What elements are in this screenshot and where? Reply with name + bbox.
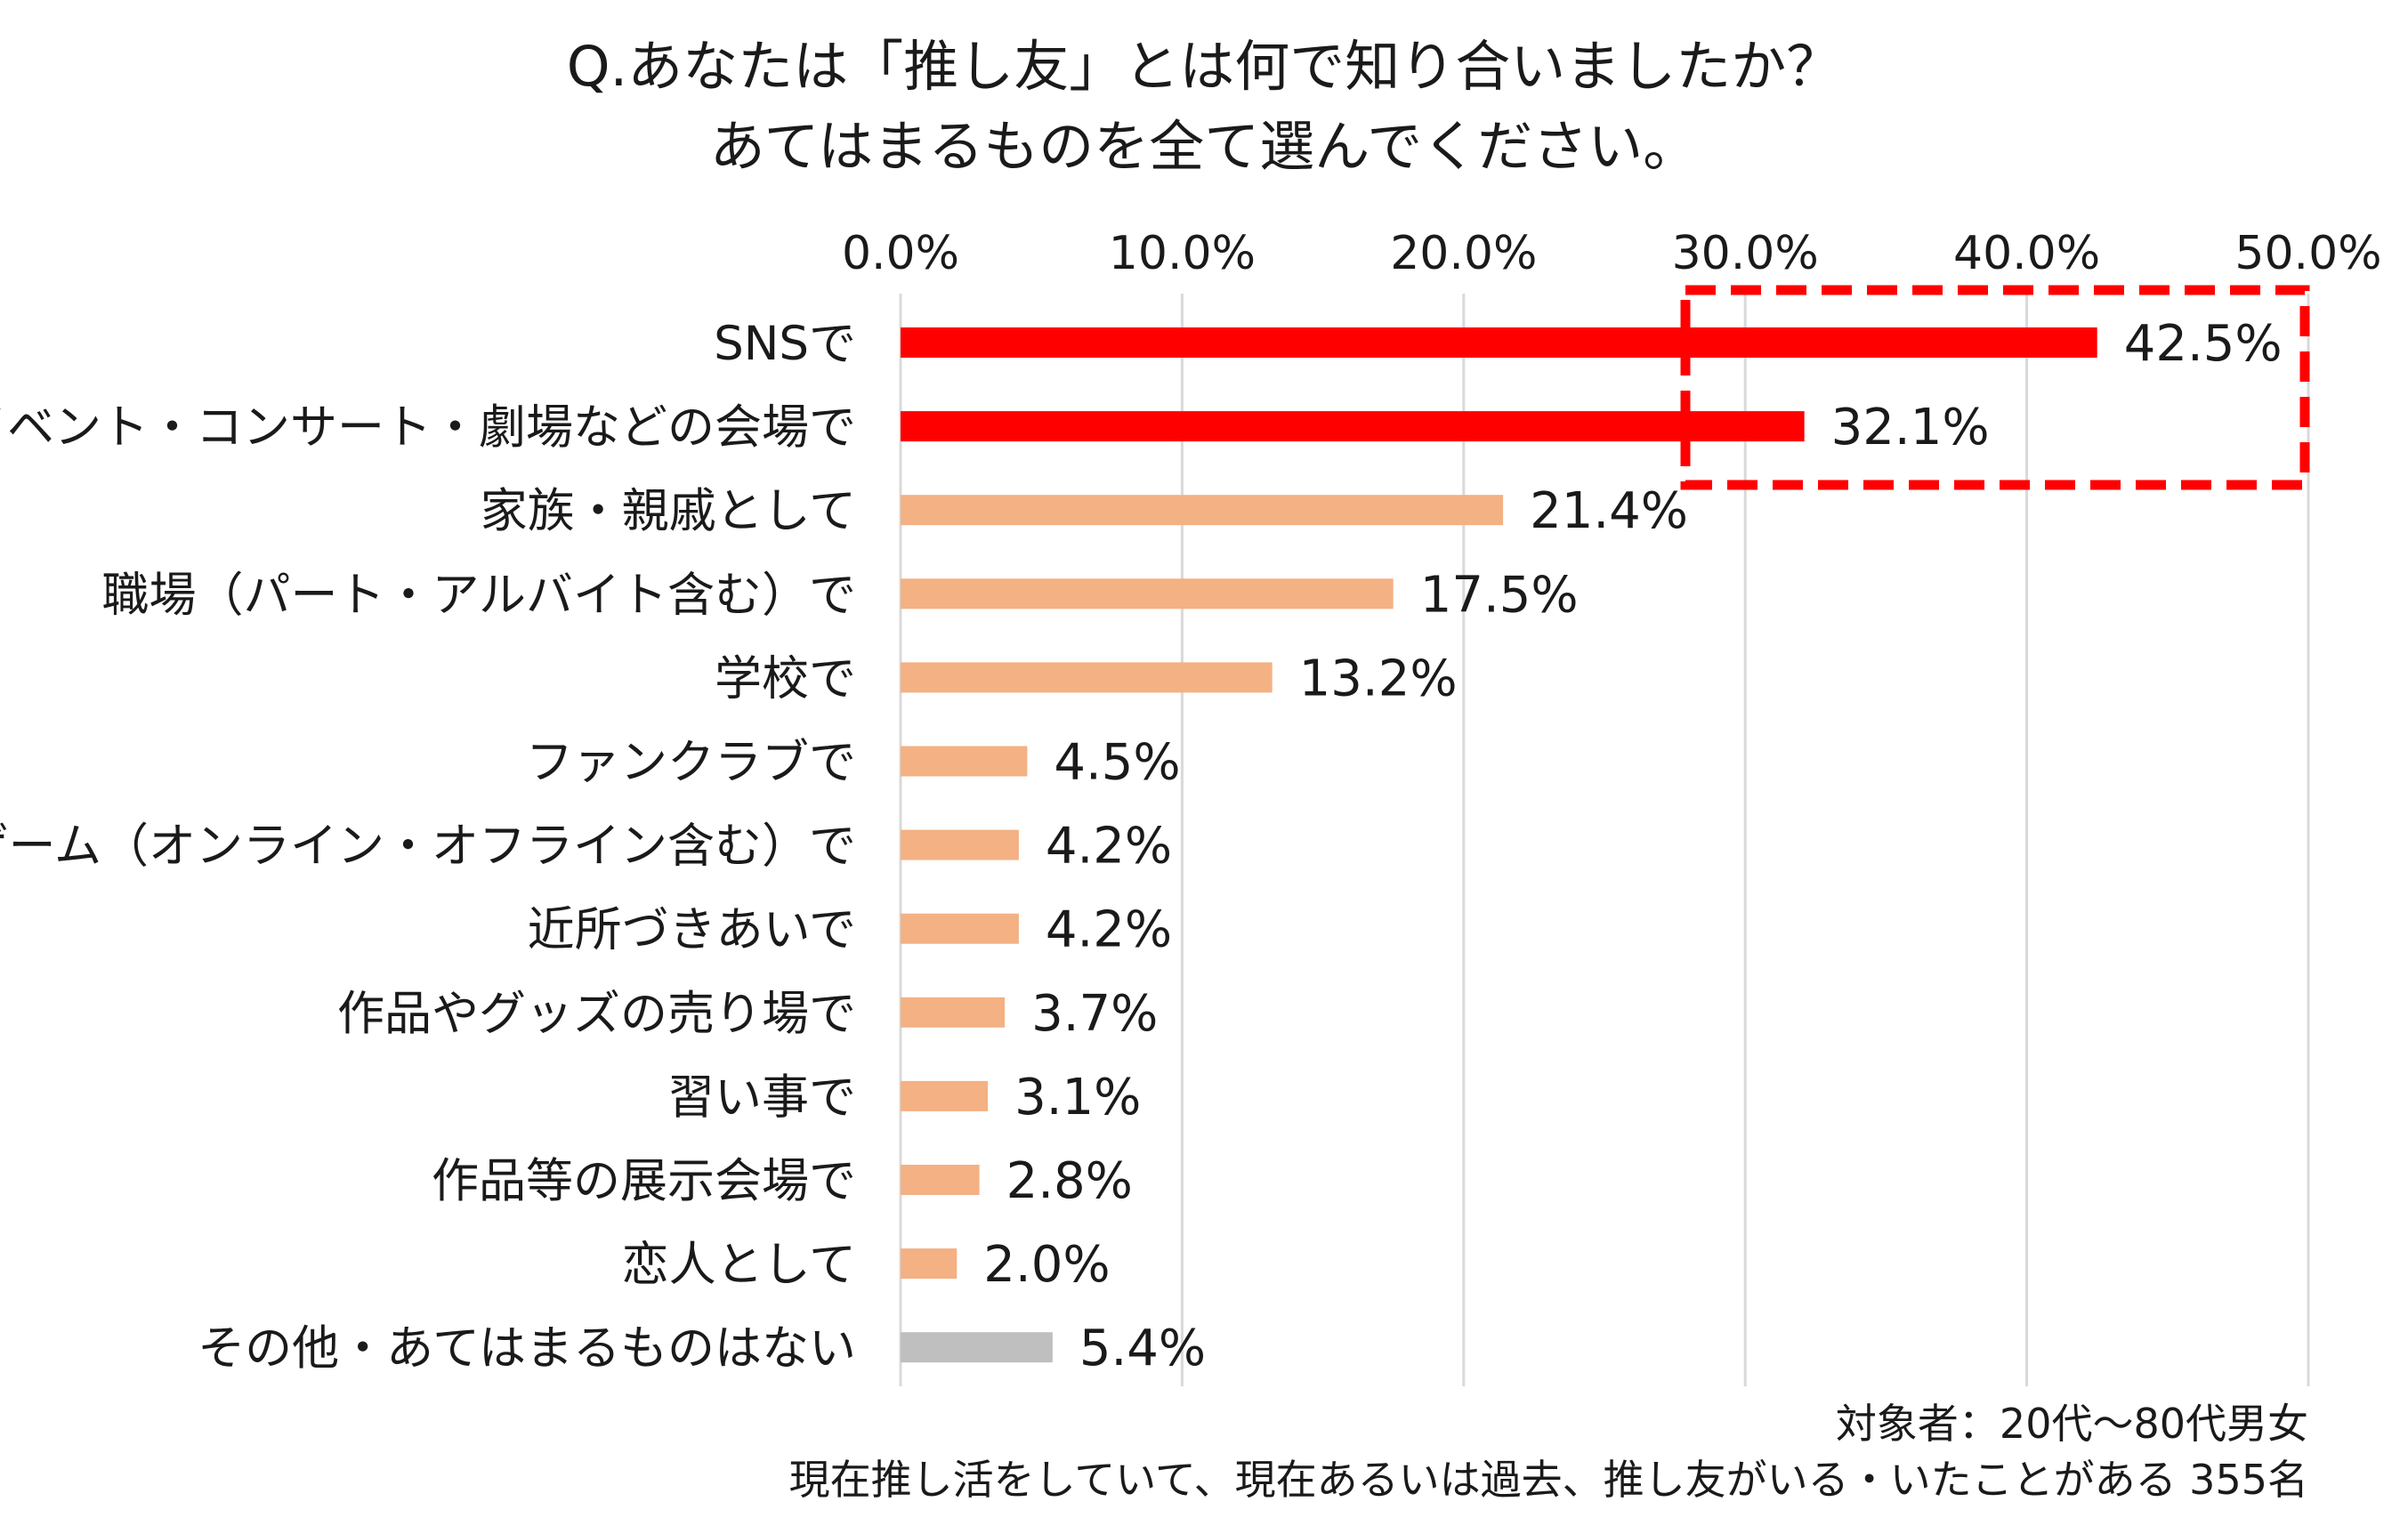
value-label-11: 2.0% [983, 1236, 1110, 1294]
footnote-line-2: 現在推し活をしていて、現在あるいは過去、推し友がいる・いたことがある 355名 [788, 1456, 2308, 1504]
value-label-7: 4.2% [1046, 901, 1172, 959]
value-label-4: 13.2% [1299, 650, 1458, 707]
bar-3 [901, 578, 1394, 610]
bar-5 [901, 746, 1028, 777]
category-label-2: 家族・親戚として [481, 484, 856, 538]
x-tick-label-0: 0.0% [842, 227, 959, 280]
value-label-8: 3.7% [1031, 985, 1158, 1043]
category-label-4: 学校で [715, 651, 856, 706]
bar-12 [901, 1332, 1053, 1363]
bar-6 [901, 829, 1019, 860]
x-axis-ticks: 0.0% 10.0% 20.0% 30.0% 40.0% 50.0% [842, 227, 2382, 280]
category-label-10: 作品等の展示会場で [432, 1154, 856, 1208]
value-label-0: 42.5% [2124, 315, 2283, 373]
category-label-1: イベント・コンサート・劇場などの会場で [0, 400, 856, 455]
chart-title-line-1: Q.あなたは「推し友」とは何で知り合いましたか？ [566, 34, 1842, 99]
bar-7 [901, 913, 1019, 944]
x-tick-label-4: 40.0% [1953, 227, 2100, 280]
footnote-line-1: 対象者：20代～80代男女 [1835, 1400, 2308, 1448]
category-label-0: SNSで [714, 317, 856, 371]
bars [901, 327, 2097, 1363]
bar-0 [901, 327, 2097, 358]
bar-8 [901, 997, 1006, 1028]
category-label-12: その他・あてはまるものはない [198, 1321, 856, 1376]
chart-title-line-2: あてはまるものを全て選んでください。 [709, 114, 1699, 179]
bar-1 [901, 411, 1805, 442]
value-label-12: 5.4% [1079, 1320, 1206, 1377]
category-labels: SNSでイベント・コンサート・劇場などの会場で家族・親戚として職場（パート・アル… [0, 317, 856, 1376]
x-tick-label-5: 50.0% [2234, 227, 2381, 280]
x-tick-label-3: 30.0% [1672, 227, 1819, 280]
category-label-3: 職場（パート・アルバイト含む）で [102, 568, 856, 622]
category-label-9: 習い事で [667, 1070, 856, 1125]
category-label-8: 作品やグッズの売り場で [337, 987, 856, 1041]
x-tick-label-2: 20.0% [1390, 227, 1537, 280]
value-label-3: 17.5% [1420, 566, 1579, 624]
value-labels: 42.5% 32.1% 21.4% 17.5% 13.2% 4.5% 4.2% 4.2% 3.7… [983, 315, 2282, 1377]
category-label-6: ゲーム（オンライン・オフライン含む）で [0, 819, 856, 874]
category-label-7: 近所づきあいで [528, 903, 856, 957]
value-label-5: 4.5% [1054, 734, 1180, 792]
value-label-9: 3.1% [1014, 1069, 1141, 1126]
bar-9 [901, 1080, 989, 1111]
value-label-2: 21.4% [1530, 482, 1688, 540]
x-tick-label-1: 10.0% [1109, 227, 1256, 280]
category-label-11: 恋人として [622, 1238, 856, 1292]
bar-10 [901, 1165, 980, 1195]
value-label-10: 2.8% [1006, 1152, 1133, 1210]
bar-11 [901, 1248, 958, 1280]
bar-2 [901, 495, 1504, 526]
value-label-6: 4.2% [1046, 818, 1172, 876]
value-label-1: 32.1% [1831, 399, 1990, 456]
category-label-5: ファンクラブで [526, 736, 856, 790]
bar-4 [901, 662, 1273, 693]
